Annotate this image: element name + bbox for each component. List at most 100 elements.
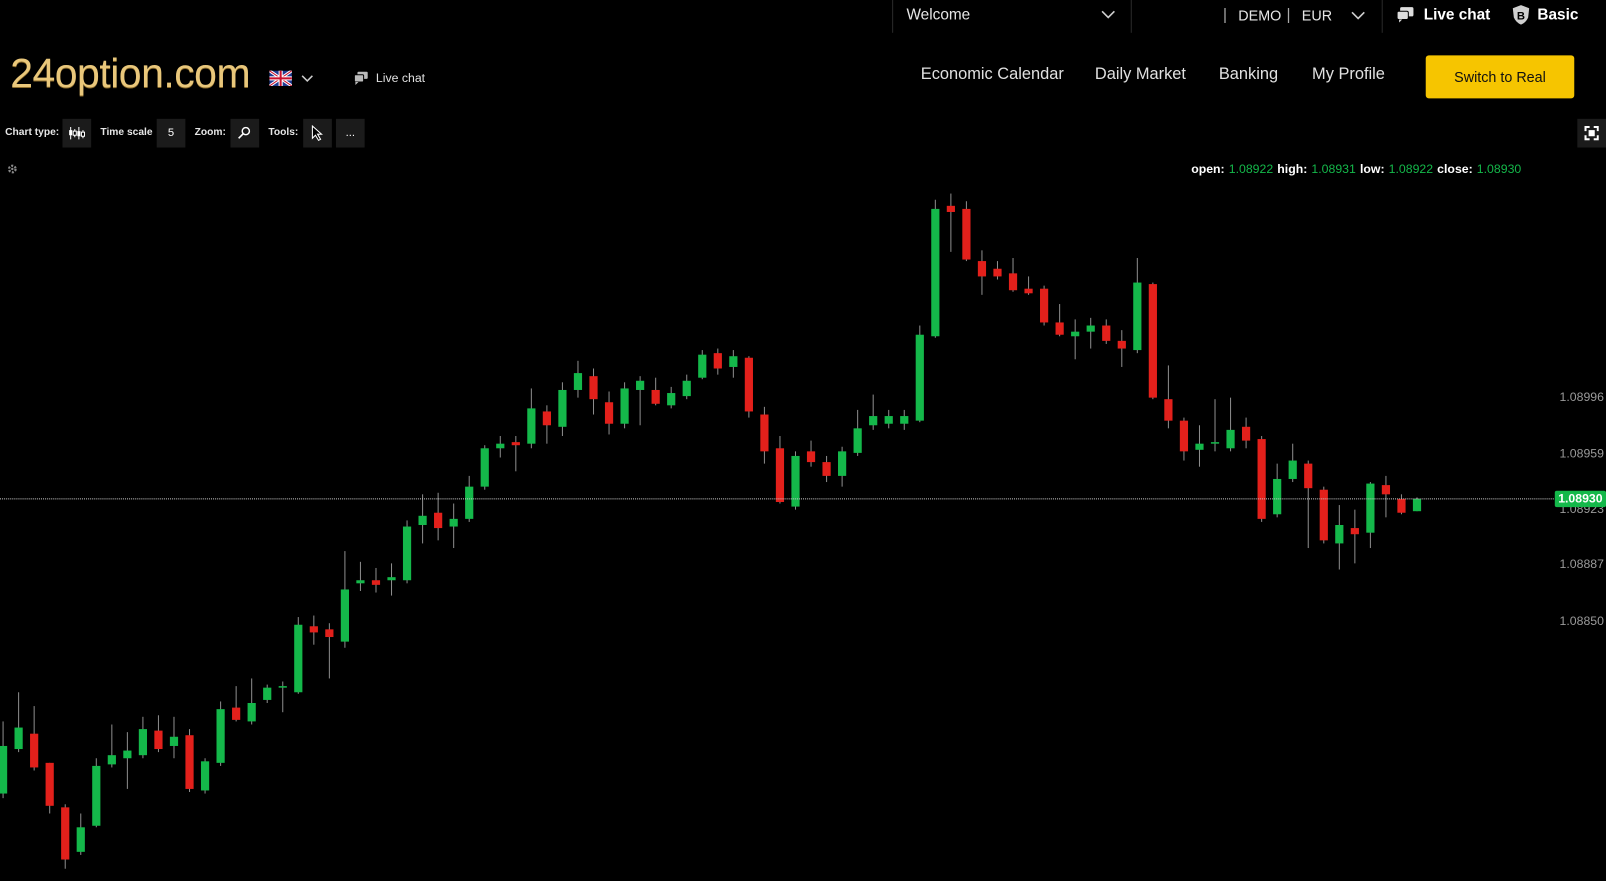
candle-body: [247, 703, 256, 722]
candle-body: [294, 624, 303, 693]
candle-body: [1210, 442, 1220, 444]
chart-type-button[interactable]: [62, 118, 92, 148]
candle-body: [154, 730, 163, 750]
welcome-text[interactable]: Welcome: [906, 6, 971, 24]
level: Basic: [1537, 6, 1579, 24]
candle-body: [651, 389, 660, 404]
candle-body: [993, 268, 1002, 277]
candle-body: [1226, 429, 1235, 449]
y-tick-label: 1.08996: [1560, 390, 1605, 404]
candle-body: [465, 486, 474, 519]
candle-body: [76, 827, 85, 852]
zoom-button[interactable]: [230, 118, 260, 148]
candle-body: [1055, 322, 1064, 335]
candle-body: [698, 354, 707, 378]
candle-body: [1366, 483, 1375, 533]
separator: [1130, 0, 1132, 33]
nav-link[interactable]: Banking: [1218, 65, 1279, 83]
candle-body: [744, 357, 753, 412]
candle-body: [900, 416, 909, 424]
candle-body: [107, 755, 116, 765]
chevron[interactable]: [1351, 10, 1365, 20]
candle-body: [931, 208, 940, 337]
chat-icon[interactable]: [353, 71, 368, 86]
level-badge: B: [1512, 5, 1530, 25]
candle-body: [496, 443, 505, 449]
readout-value: 1.08930: [1476, 161, 1522, 177]
pointer-tool-button[interactable]: [303, 118, 332, 148]
candle-body: [1024, 288, 1033, 294]
candle-body: [1086, 325, 1095, 332]
fullscreen-button[interactable]: [1577, 118, 1606, 148]
candle-body: [775, 448, 785, 502]
separator: [1381, 0, 1383, 33]
candle-body: [791, 455, 800, 507]
candle-body: [30, 733, 39, 768]
candle-body: [138, 729, 148, 756]
flag-uk[interactable]: [269, 70, 292, 87]
candle-body: [822, 462, 831, 476]
candle-body: [309, 626, 318, 633]
candle-body: [589, 376, 598, 400]
settings-icon[interactable]: [6, 163, 18, 175]
candle-body: [92, 765, 101, 826]
toolbar-label: Zoom:: [194, 127, 226, 139]
y-tick-label: 1.08887: [1560, 557, 1605, 571]
ohlc-readout: open: 1.08922 high: 1.08931 low: 1.08922 close…: [1191, 162, 1521, 176]
toolbar-label: Time scale: [100, 127, 153, 139]
candle-body: [480, 448, 489, 487]
time-scale-button[interactable]: 5: [156, 118, 186, 148]
candle-body: [169, 736, 179, 746]
candle-body: [713, 353, 722, 369]
candle-body: [682, 380, 691, 397]
level-badge-letter: B: [1517, 10, 1525, 22]
readout-label: open:: [1191, 161, 1225, 177]
candle-body: [542, 411, 551, 426]
candle-icon: [69, 127, 86, 140]
candle-body: [1164, 399, 1173, 421]
candle-body: [558, 389, 567, 427]
candle-body: [760, 414, 769, 452]
candle-body: [667, 393, 676, 406]
logo[interactable]: 24option.com: [10, 51, 251, 97]
candle-body: [1117, 340, 1126, 349]
y-tick-label: 1.08850: [1560, 614, 1605, 628]
candle-body: [371, 580, 381, 585]
candle-body: [1008, 273, 1018, 291]
candle-body: [511, 442, 520, 446]
readout-value: 1.08931: [1311, 161, 1356, 177]
candle-body: [1179, 420, 1189, 452]
switch-to-real-button[interactable]: Switch to Real: [1425, 55, 1575, 99]
current-price-label: 1.08930: [1558, 492, 1603, 506]
live-chat-top[interactable]: Live chat: [1423, 6, 1491, 24]
live-chat-link[interactable]: Live chat: [375, 70, 426, 86]
more-tools-button[interactable]: ...: [335, 118, 365, 148]
candle-body: [573, 373, 583, 390]
currency[interactable]: EUR: [1301, 7, 1333, 24]
candle-body: [14, 727, 23, 750]
chat-icon[interactable]: [1396, 6, 1414, 23]
candle-body: [1133, 282, 1142, 351]
candle-body: [729, 356, 738, 367]
chevron[interactable]: [1101, 9, 1115, 19]
nav-link[interactable]: My Profile: [1312, 65, 1385, 83]
nav-link[interactable]: Economic Calendar: [920, 65, 1064, 83]
candle-body: [977, 261, 987, 277]
candle-body: [1257, 439, 1266, 519]
candle-body: [1319, 489, 1328, 541]
nav-link[interactable]: Daily Market: [1094, 65, 1186, 83]
candle-body: [1148, 284, 1157, 398]
candle-body: [1288, 460, 1297, 479]
candle-body: [200, 761, 210, 791]
zoom-icon: [238, 126, 251, 139]
candle-body: [356, 580, 365, 584]
candle-body: [123, 750, 132, 759]
candle-body: [1397, 498, 1406, 513]
candle-body: [527, 408, 536, 444]
candle-body: [1040, 288, 1049, 323]
readout-label: high:: [1277, 161, 1308, 177]
chevron[interactable]: [301, 74, 313, 83]
